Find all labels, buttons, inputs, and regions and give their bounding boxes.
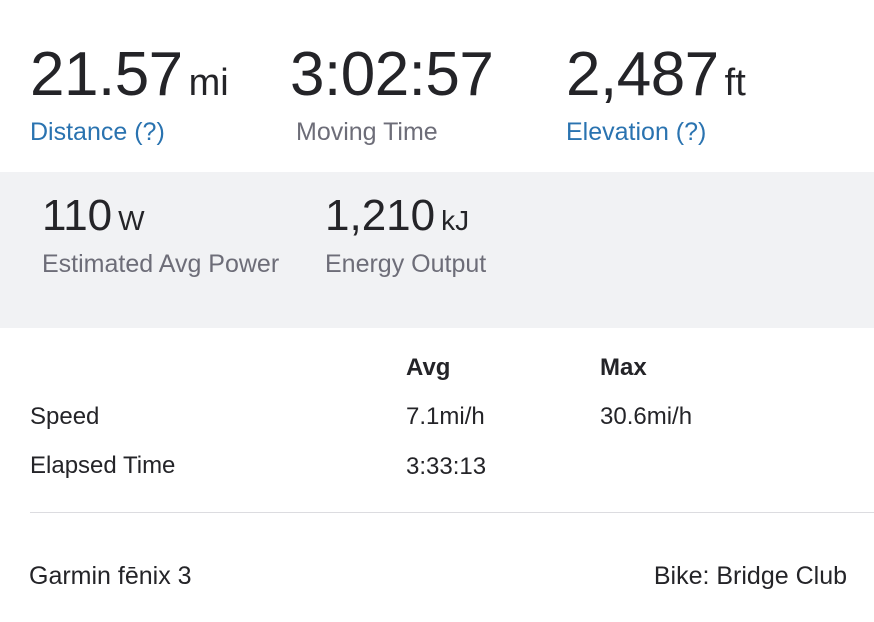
bike-name: Bike: Bridge Club	[653, 562, 847, 590]
moving-time-stat: 3:02:57 Moving Time	[290, 44, 494, 147]
section-divider	[30, 512, 874, 513]
elevation-value: 2,487	[566, 40, 719, 109]
speed-row-label: Speed	[30, 403, 100, 430]
energy-label: Energy Output	[325, 250, 487, 278]
energy-unit: kJ	[441, 205, 470, 236]
speed-avg-value: 7.1mi/h	[406, 403, 485, 430]
secondary-stats-panel: 110 W Estimated Avg Power 1,210 kJ Energy …	[0, 172, 874, 328]
elevation-unit: ft	[724, 62, 746, 104]
elevation-help-link[interactable]: Elevation (?)	[566, 118, 707, 146]
power-unit: W	[118, 205, 145, 236]
avg-max-table: Avg Max Speed 7.1mi/h 30.6mi/h Elapsed T…	[0, 340, 874, 500]
power-stat: 110 W Estimated Avg Power	[42, 194, 282, 280]
elapsed-time-avg-value: 3:33:13	[406, 453, 487, 480]
primary-stats: 21.57 mi Distance (?) 3:02:57 Moving Time…	[0, 0, 874, 172]
energy-value: 1,210	[325, 191, 436, 240]
power-value: 110	[42, 191, 113, 240]
power-label: Estimated Avg Power	[42, 250, 280, 278]
distance-unit: mi	[188, 62, 229, 104]
distance-stat: 21.57 mi Distance (?)	[30, 44, 229, 147]
avg-column-header: Avg	[406, 354, 451, 381]
moving-time-label: Moving Time	[296, 118, 438, 146]
device-name: Garmin fēnix 3	[29, 562, 192, 590]
speed-max-value: 30.6mi/h	[600, 403, 693, 430]
moving-time-value: 3:02:57	[290, 40, 494, 109]
energy-stat: 1,210 kJ Energy Output	[325, 194, 585, 280]
distance-help-link[interactable]: Distance (?)	[30, 118, 165, 146]
distance-value: 21.57	[30, 40, 183, 109]
max-column-header: Max	[600, 354, 647, 381]
elevation-stat: 2,487 ft Elevation (?)	[566, 44, 746, 147]
elapsed-time-row-label: Elapsed Time	[30, 452, 176, 479]
